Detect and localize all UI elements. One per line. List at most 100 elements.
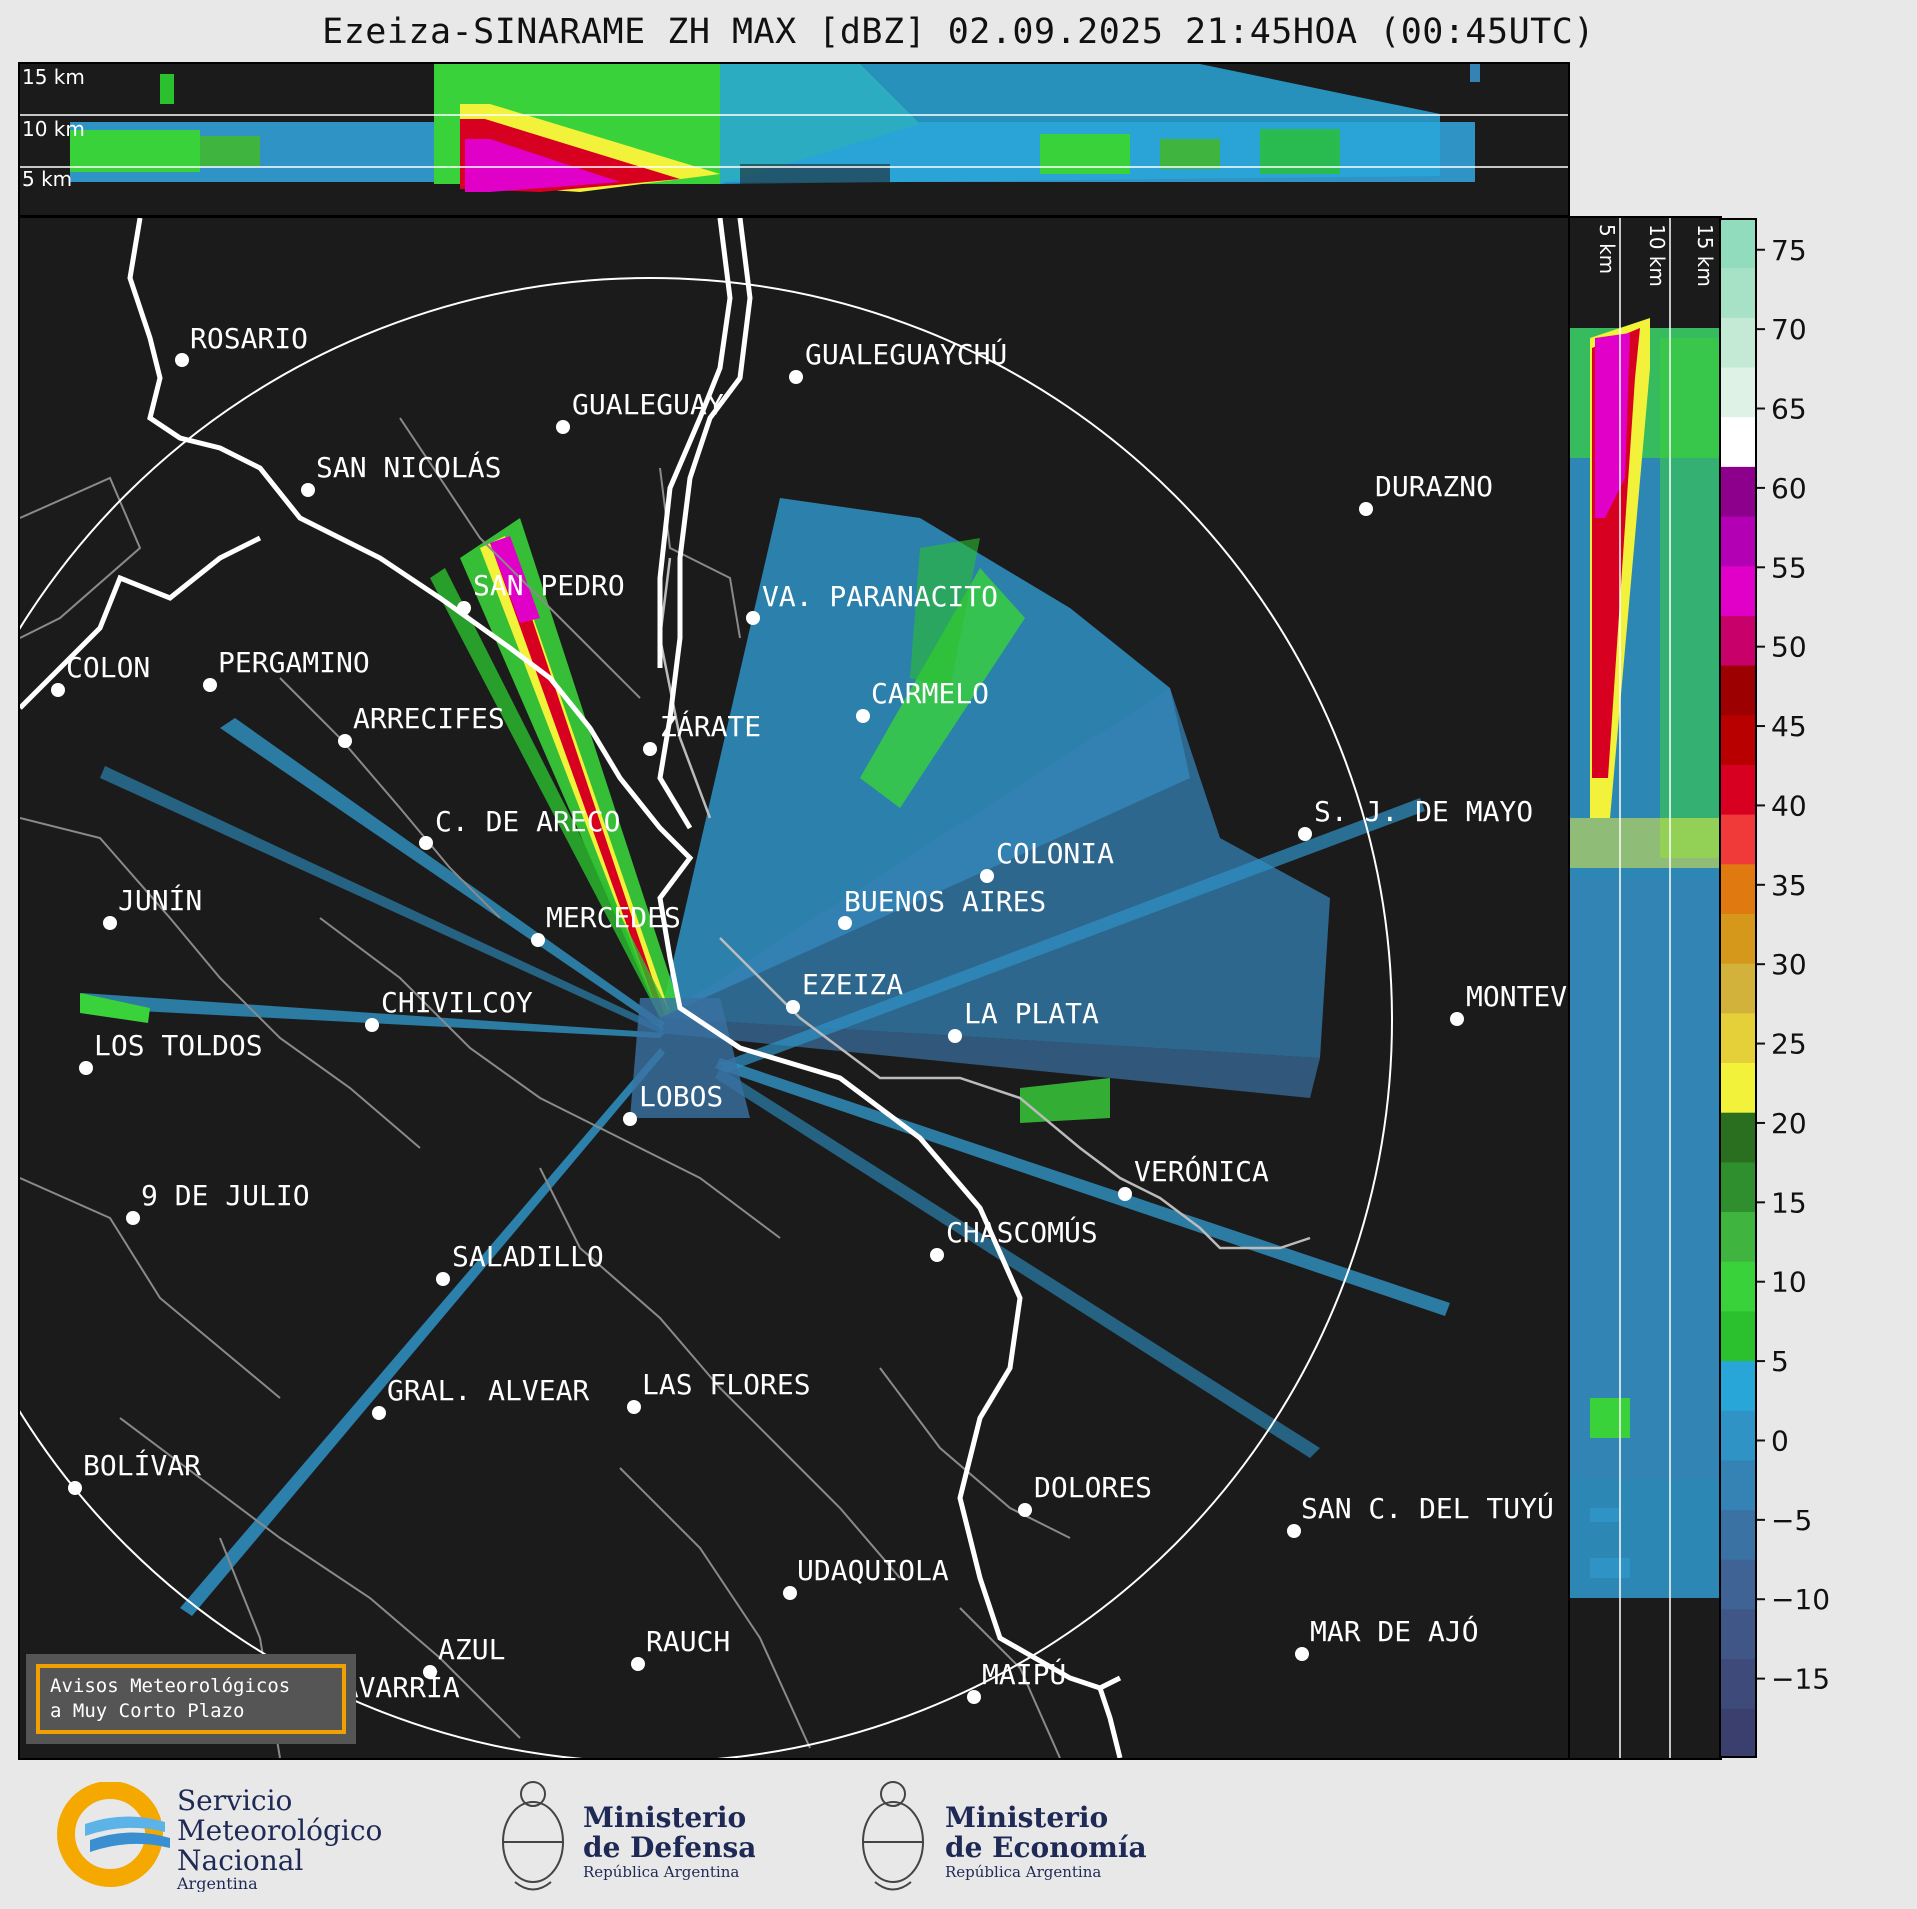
side-alt-label-10km: 10 km (1645, 224, 1669, 287)
city-label-arrecifes: ARRECIFES (353, 702, 505, 735)
colorbar-tick-label: 20 (1771, 1107, 1807, 1140)
economia-logo: Ministerio de Economía República Argenti… (862, 1781, 1147, 1891)
colorbar-segment (1719, 565, 1757, 616)
city-label-maipu: MAIPÚ (982, 1657, 1066, 1691)
defensa-line-1: Ministerio (583, 1801, 746, 1834)
colorbar-tick-label: 25 (1771, 1028, 1807, 1061)
city-label-la-plata: LA PLATA (964, 997, 1099, 1030)
smn-logo: Servicio Meteorológico Nacional Argentin… (57, 1782, 382, 1892)
city-labels: ROSARIO GUALEGUAYCHÚ GUALEGUAY SAN NICOL… (66, 322, 1567, 1704)
city-label-colonia: COLONIA (996, 837, 1114, 870)
colorbar-tick-label: 50 (1771, 631, 1807, 664)
colorbar-segment (1719, 1708, 1757, 1758)
city-label-buenos-aires: BUENOS AIRES (844, 885, 1046, 918)
page-title: Ezeiza-SINARAME ZH MAX [dBZ] 02.09.2025 … (322, 12, 1595, 52)
city-label-ezeiza: EZEIZA (802, 968, 903, 1001)
colorbar-tick-label: 5 (1771, 1345, 1789, 1378)
colorbar-segment (1719, 218, 1757, 269)
city-label-zarate: ZÁRATE (660, 709, 761, 743)
smn-line-1: Servicio (177, 1784, 292, 1817)
city-label-gualeguay: GUALEGUAY (572, 388, 724, 421)
colorbar-segment (1719, 963, 1757, 1014)
warning-line-2: a Muy Corto Plazo (50, 1700, 245, 1722)
smn-line-3: Nacional (177, 1844, 303, 1877)
smn-line-2: Meteorológico (177, 1814, 382, 1847)
defensa-line-2: de Defensa (583, 1831, 755, 1864)
colorbar-tick-label: 40 (1771, 789, 1807, 822)
colorbar-segment (1719, 1459, 1757, 1511)
city-label-lobos: LOBOS (639, 1080, 723, 1113)
city-label-bolivar: BOLÍVAR (83, 1448, 201, 1482)
smn-line-4: Argentina (176, 1874, 258, 1892)
city-label-colon: COLON (66, 651, 150, 684)
city-label-mercedes: MERCEDES (546, 901, 681, 934)
warning-box[interactable]: Avisos Meteorológicos a Muy Corto Plazo (26, 1654, 356, 1744)
colorbar-segment (1719, 863, 1757, 914)
economia-line-1: Ministerio (945, 1801, 1108, 1834)
city-label-va-paranacito: VA. PARANACITO (762, 580, 998, 613)
colorbar-segment (1719, 714, 1757, 765)
city-label-mar-de-ajo: MAR DE AJÓ (1310, 1614, 1479, 1648)
colorbar-segment (1719, 1509, 1757, 1560)
argentina-coat-of-arms-icon (862, 1781, 924, 1891)
colorbar-tick-label: 30 (1771, 948, 1807, 981)
city-label-pergamino: PERGAMINO (218, 646, 370, 679)
city-label-saladillo: SALADILLO (452, 1240, 604, 1273)
colorbar-tick-label: 70 (1771, 313, 1807, 346)
city-label-azul: AZUL (438, 1633, 505, 1666)
colorbar-segment (1719, 1261, 1757, 1312)
radar-range-ring (20, 277, 1393, 1758)
city-label-veronica: VERÓNICA (1134, 1154, 1269, 1188)
colorbar-tick-label: 65 (1771, 393, 1807, 426)
colorbar-tick-label: 10 (1771, 1266, 1807, 1299)
city-label-rauch: RAUCH (646, 1625, 730, 1658)
city-label-las-flores: LAS FLORES (642, 1368, 811, 1401)
colorbar-tick-label: 0 (1771, 1424, 1789, 1457)
right-cross-section-panel: 5 km 10 km 15 km (1568, 216, 1722, 1760)
city-label-sj-de-mayo: S. J. DE MAYO (1314, 795, 1533, 828)
colorbar-segment (1719, 1161, 1757, 1213)
city-label-los-toldos: LOS TOLDOS (94, 1029, 263, 1062)
side-alt-label-15km: 15 km (1693, 224, 1717, 287)
city-label-9-de-julio: 9 DE JULIO (141, 1179, 310, 1212)
colorbar-segment (1719, 1012, 1757, 1064)
colorbar-tick-label: 45 (1771, 710, 1807, 743)
city-label-udaquiola: UDAQUIOLA (797, 1554, 949, 1587)
colorbar-tick-label: 35 (1771, 869, 1807, 902)
colorbar-segment (1719, 665, 1757, 716)
economia-line-2: de Economía (945, 1831, 1147, 1864)
colorbar-segment (1719, 814, 1757, 865)
colorbar-segment (1719, 1410, 1757, 1461)
city-label-durazno: DURAZNO (1375, 470, 1493, 503)
river-coastline (20, 218, 1123, 1758)
colorbar-tick-label: 75 (1771, 234, 1807, 267)
dbz-colorbar (1719, 218, 1757, 1758)
colorbar-tick-label: −5 (1771, 1504, 1812, 1537)
province-borders (20, 417, 1071, 1758)
colorbar-segment (1719, 1112, 1757, 1163)
colorbar-segment (1719, 367, 1757, 418)
city-label-gualeguaychu: GUALEGUAYCHÚ (805, 337, 1007, 371)
city-label-san-pedro: SAN PEDRO (473, 569, 625, 602)
colorbar-segment (1719, 1608, 1757, 1660)
side-alt-label-5km: 5 km (1595, 224, 1619, 274)
colorbar-segment (1719, 1360, 1757, 1411)
top-echo-band (70, 64, 1480, 204)
city-label-montev: MONTEV (1466, 980, 1567, 1013)
colorbar-segment (1719, 516, 1757, 567)
city-label-san-nicolas: SAN NICOLÁS (316, 450, 501, 484)
city-label-gral-alvear: GRAL. ALVEAR (387, 1374, 589, 1407)
colorbar-segment (1719, 764, 1757, 815)
radar-map-panel: ROSARIO GUALEGUAYCHÚ GUALEGUAY SAN NICOL… (18, 216, 1570, 1760)
right-echo-band (1570, 318, 1720, 1598)
city-label-san-c-del-tuyu: SAN C. DEL TUYÚ (1301, 1491, 1554, 1525)
city-label-junin: JUNÍN (118, 883, 202, 917)
alt-label-15km: 15 km (22, 65, 85, 89)
colorbar-tick-label: −10 (1771, 1583, 1830, 1616)
warning-line-1: Avisos Meteorológicos (50, 1675, 291, 1697)
colorbar-segment (1719, 1062, 1757, 1113)
alt-label-5km: 5 km (22, 167, 72, 191)
colorbar-segment (1719, 913, 1757, 964)
city-label-dolores: DOLORES (1034, 1471, 1152, 1504)
